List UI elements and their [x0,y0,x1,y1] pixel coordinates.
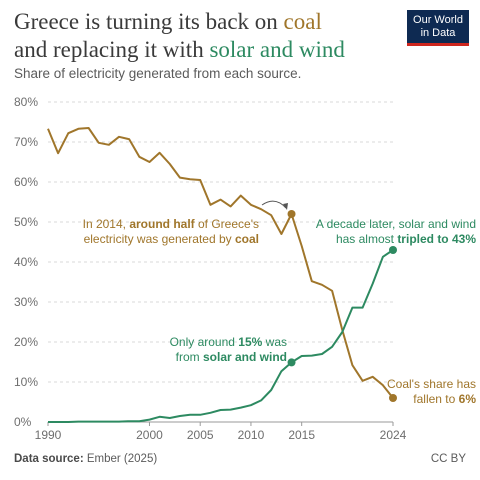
y-tick-label: 40% [14,255,38,269]
y-tick-label: 80% [14,95,38,109]
y-tick-label: 30% [14,295,38,309]
data-source: Data source: Ember (2025) [14,453,158,465]
annotation-arrowhead [283,203,288,210]
point-solar_wind-2024[interactable] [389,246,397,254]
y-tick-label: 70% [14,135,38,149]
annotation-coal_2014: In 2014, around half of Greece's electric… [83,217,259,246]
gridlines [48,101,393,423]
series-lines [47,127,397,423]
y-tick-label: 0% [14,415,32,429]
y-tick-label: 50% [14,215,38,229]
y-axis-tick-labels: 0% 10% 20% 30% 40% 50% 60% 70% 80% [14,95,38,429]
x-tick-label: 2010 [238,428,265,442]
chart-title: Greece is turning its back on coal and re… [14,9,345,62]
x-tick-label: 1990 [35,428,62,442]
x-tick-label: 2015 [288,428,315,442]
point-coal-2024[interactable] [389,394,397,402]
annotations: In 2014, around half of Greece's electric… [83,200,476,406]
annotation-coal_2024: Coal's share has fallen to 6% [387,377,476,406]
x-tick-label: 2024 [380,428,407,442]
series-line-coal[interactable] [47,127,394,399]
y-tick-label: 60% [14,175,38,189]
owid-logo[interactable]: Our World in Data [407,10,469,46]
series-line-solar_wind[interactable] [48,249,394,423]
x-tick-label: 2005 [187,428,214,442]
annotation-arrow [261,200,287,209]
annotation-solar_2014: Only around 15% was from solar and wind [170,335,287,364]
x-tick-label: 2000 [136,428,163,442]
chart-subtitle: Share of electricity generated from each… [14,66,302,81]
license-link[interactable]: CC BY [430,453,466,465]
point-solar_wind-2014[interactable] [287,358,296,367]
y-tick-label: 20% [14,335,38,349]
y-tick-label: 10% [14,375,38,389]
annotation-solar_2024: A decade later, solar and wind has almost… [316,217,476,246]
x-axis-tick-labels: 1990 2000 2005 2010 2015 2024 [35,422,407,442]
point-coal-2014[interactable] [287,210,296,218]
